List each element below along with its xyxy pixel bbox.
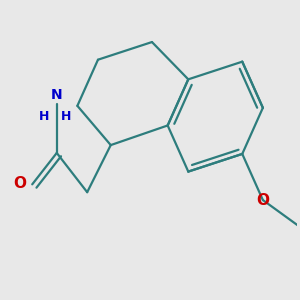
Text: O: O [256,193,269,208]
Text: N: N [51,88,63,102]
Text: H: H [60,110,71,123]
Text: H: H [39,110,49,123]
Text: O: O [13,176,26,191]
